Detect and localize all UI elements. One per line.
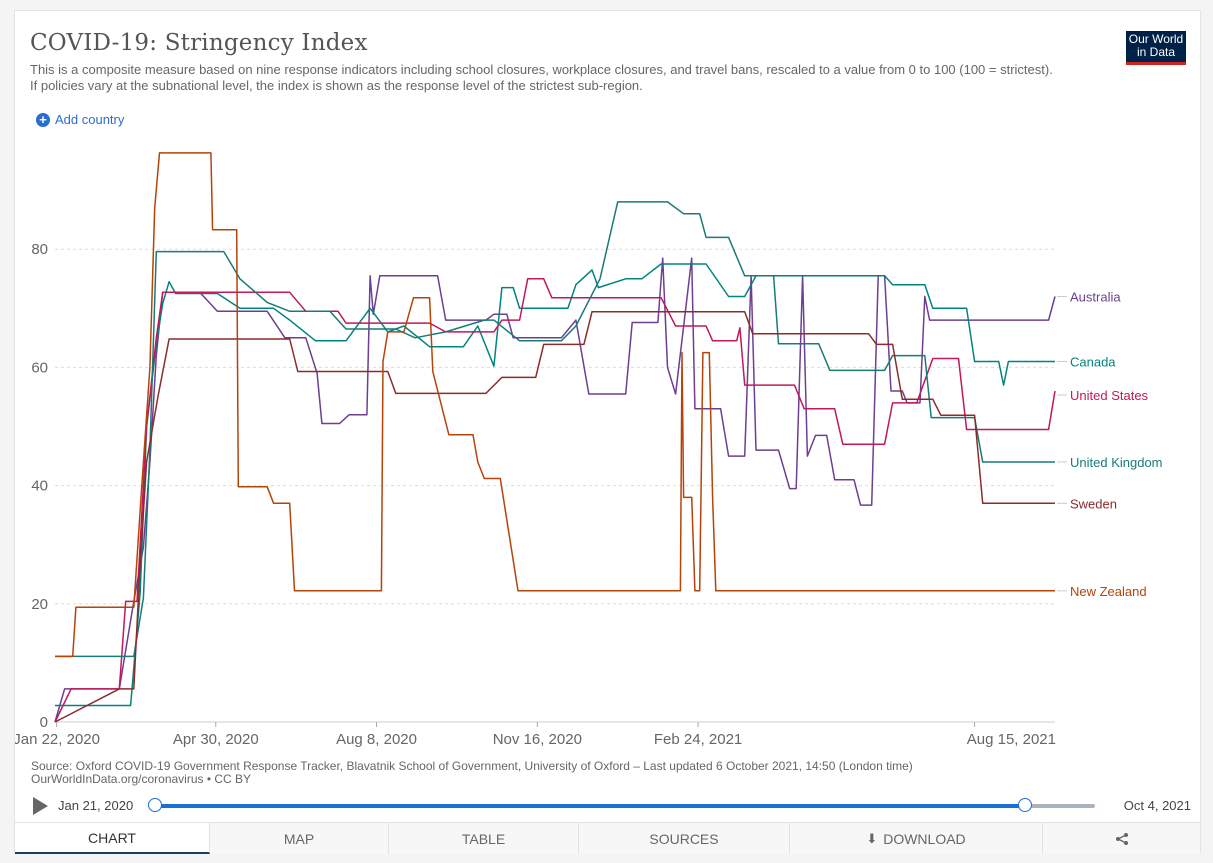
share-icon <box>1115 832 1128 845</box>
tab-download-label: DOWNLOAD <box>883 830 966 847</box>
timeline: Jan 21, 2020 Oct 4, 2021 <box>31 795 1191 817</box>
timeline-start-label: Jan 21, 2020 <box>58 798 134 813</box>
series-label-new-zealand[interactable]: New Zealand <box>1070 584 1147 599</box>
y-tick-label: 20 <box>31 596 48 613</box>
plus-circle-icon: + <box>36 112 50 127</box>
timeline-start-handle[interactable] <box>148 798 162 812</box>
series-label-united-states[interactable]: United States <box>1070 388 1149 403</box>
series-line-new-zealand[interactable] <box>55 152 1055 658</box>
tab-chart[interactable]: CHART <box>15 823 210 854</box>
timeline-end-handle[interactable] <box>1017 798 1032 812</box>
axes: 0 20 40 60 80 Jan 22, 2020 Apr 30, 2020 Aug 8, … <box>15 241 1056 748</box>
series-labels: Australia Canada United States United Kingd… <box>1057 289 1163 599</box>
series-label-australia[interactable]: Australia <box>1070 289 1121 304</box>
x-tick-label: Nov 16, 2020 <box>493 731 582 748</box>
tab-sources[interactable]: SOURCES <box>579 823 790 854</box>
owid-logo[interactable]: Our World in Data <box>1126 31 1186 65</box>
series-line-canada[interactable] <box>55 263 1055 707</box>
timeline-selected-range <box>155 804 1025 808</box>
x-tick-label: Aug 8, 2020 <box>336 731 417 748</box>
timeline-track[interactable] <box>148 798 1095 812</box>
license-text: OurWorldInData.org/coronavirus • CC BY <box>31 772 252 786</box>
tab-map[interactable]: MAP <box>210 823 389 854</box>
series-label-united-kingdom[interactable]: United Kingdom <box>1070 455 1163 470</box>
x-tick-label: Aug 15, 2021 <box>967 731 1056 748</box>
x-tick-label: Feb 24, 2021 <box>654 731 742 748</box>
series-line-united-kingdom[interactable] <box>55 201 1055 658</box>
y-tick-label: 60 <box>31 359 48 376</box>
add-country-button[interactable]: + Add country <box>36 112 124 127</box>
tab-share[interactable] <box>1043 823 1200 854</box>
x-tick-label: Jan 22, 2020 <box>15 731 100 748</box>
chart-subtitle: This is a composite measure based on nin… <box>30 62 1053 93</box>
tab-download[interactable]: ⬇ DOWNLOAD <box>790 823 1043 854</box>
add-country-label: Add country <box>55 112 125 127</box>
tab-table[interactable]: TABLE <box>389 823 579 854</box>
series-label-canada[interactable]: Canada <box>1070 354 1116 369</box>
source-note: Source: Oxford COVID-19 Government Respo… <box>31 760 1031 786</box>
series-line-united-states[interactable] <box>54 278 1056 723</box>
y-tick-label: 0 <box>40 714 48 731</box>
download-icon: ⬇ <box>866 830 878 846</box>
play-icon[interactable] <box>33 797 48 815</box>
series-lines <box>54 152 1056 723</box>
grid-lines <box>55 248 1055 605</box>
line-chart: 0 20 40 60 80 Jan 22, 2020 Apr 30, 2020 Aug 8, … <box>15 152 1163 748</box>
x-tick-label: Apr 30, 2020 <box>173 731 259 748</box>
tab-bar: CHART MAP TABLE SOURCES ⬇ DOWNLOAD <box>15 822 1200 854</box>
logo-line-2: in Data <box>1136 45 1176 59</box>
timeline-end-label: Oct 4, 2021 <box>1123 798 1191 813</box>
logo-line-1: Our World <box>1128 32 1184 46</box>
series-line-sweden[interactable] <box>54 311 1055 723</box>
series-label-sweden[interactable]: Sweden <box>1070 496 1117 511</box>
series-line-australia[interactable] <box>54 257 1056 723</box>
source-text: Source: Oxford COVID-19 Government Respo… <box>31 759 913 773</box>
y-tick-label: 40 <box>31 478 48 495</box>
chart-frame: COVID-19: Stringency Index This is a com… <box>14 10 1201 854</box>
y-tick-label: 80 <box>31 241 48 258</box>
chart-title: COVID-19: Stringency Index <box>30 30 368 56</box>
